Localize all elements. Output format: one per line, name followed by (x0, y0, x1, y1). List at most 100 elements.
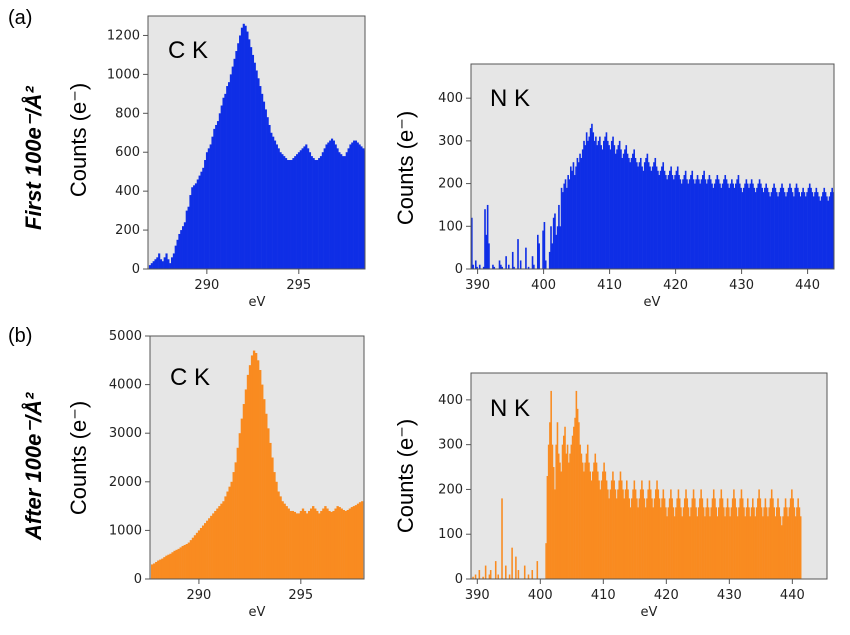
bar (642, 170, 645, 269)
bar (571, 170, 573, 269)
bar (764, 187, 766, 269)
bar (181, 545, 184, 579)
bar (679, 179, 682, 269)
bar (346, 509, 350, 579)
bar (658, 498, 661, 579)
bar (609, 149, 612, 269)
edge-annotation: N K (490, 395, 530, 422)
bar (320, 510, 323, 579)
bar (338, 507, 341, 579)
bar (764, 498, 767, 579)
bar (222, 97, 225, 269)
bar (587, 140, 589, 269)
bar (598, 480, 600, 579)
bar (576, 408, 579, 579)
bar (202, 167, 205, 269)
bar (285, 158, 288, 269)
bar (204, 523, 207, 579)
bar (183, 222, 186, 269)
bar (501, 266, 503, 269)
bar (670, 166, 672, 269)
bar (786, 192, 789, 269)
bar (806, 192, 808, 269)
bar (272, 136, 275, 269)
bar (498, 260, 501, 269)
bar (632, 489, 634, 579)
bar (699, 498, 701, 579)
bar (617, 145, 620, 269)
plot-frame (147, 15, 366, 270)
bar (700, 179, 703, 269)
bar (563, 183, 566, 269)
bar (161, 261, 164, 269)
bar (650, 170, 653, 269)
x-tick-label: 390 (465, 278, 490, 293)
bar (584, 145, 587, 269)
bar (474, 260, 477, 269)
bar (639, 489, 642, 579)
bar (591, 471, 594, 579)
bar (699, 183, 701, 269)
bar (828, 196, 831, 269)
bar (789, 183, 791, 269)
y-tick-label: 4000 (109, 378, 142, 393)
bar (745, 507, 748, 579)
bar (653, 162, 655, 269)
bar (323, 148, 326, 269)
bar (799, 516, 802, 579)
bar (362, 148, 365, 269)
bar (265, 413, 268, 579)
bar (666, 179, 668, 269)
bar (250, 355, 254, 579)
bar (167, 259, 170, 269)
bar (299, 150, 302, 269)
bar (758, 179, 761, 269)
bar (204, 160, 207, 269)
bar (348, 508, 352, 579)
bar (770, 489, 773, 579)
bar (606, 140, 609, 269)
bar (754, 516, 757, 579)
bar (651, 498, 653, 579)
bar (643, 162, 646, 269)
bar (685, 489, 687, 579)
bar (353, 140, 356, 269)
bar (785, 196, 787, 269)
bar (151, 564, 154, 579)
bar (536, 561, 539, 579)
bar (548, 251, 551, 269)
bar (316, 510, 319, 579)
bar (517, 570, 520, 579)
bar (697, 507, 700, 579)
bar (801, 192, 803, 269)
bar (562, 192, 564, 269)
bar (671, 498, 673, 579)
bar (554, 213, 556, 269)
bar (672, 179, 675, 269)
bar (667, 175, 670, 269)
bar (812, 196, 815, 269)
bar (707, 179, 709, 269)
bar (798, 507, 801, 579)
bar (595, 462, 598, 579)
bar (657, 170, 659, 269)
bar (647, 489, 649, 579)
bar (661, 166, 663, 269)
bar (690, 175, 692, 269)
bar (216, 508, 219, 579)
bar (293, 511, 297, 579)
bar (238, 433, 241, 579)
bar (161, 558, 164, 579)
bar (354, 140, 358, 269)
bar (476, 266, 478, 269)
bar (794, 187, 797, 269)
bar (478, 264, 481, 269)
bar (601, 149, 604, 269)
bar (703, 170, 705, 269)
bar (312, 158, 315, 269)
bar (527, 574, 530, 579)
bar (193, 185, 196, 269)
bar (575, 390, 578, 579)
bar (638, 498, 641, 579)
y-tick-label: 200 (115, 223, 140, 238)
